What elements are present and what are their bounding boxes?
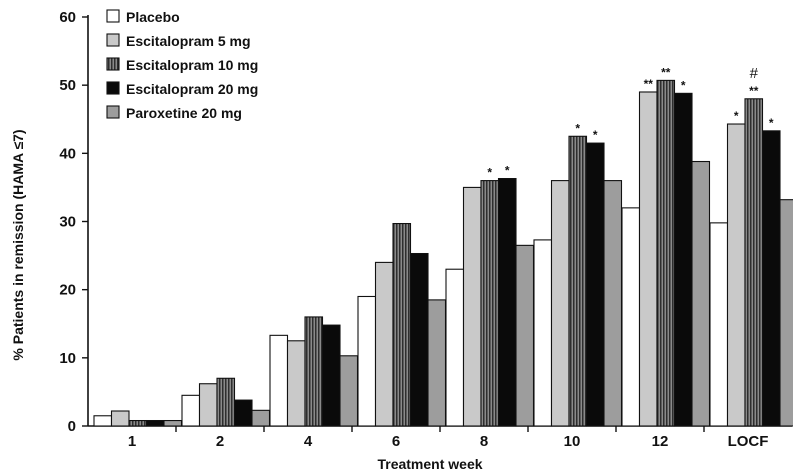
legend-swatch [106,9,120,23]
y-tick-label: 20 [59,282,76,299]
legend-swatch [106,57,120,71]
x-tick-label: 2 [216,433,224,450]
y-tick-label: 0 [68,418,76,435]
bar [233,399,253,427]
bar [462,186,482,427]
significance-marker: * [505,164,510,178]
bar [709,222,729,427]
bar [621,207,641,427]
x-tick-label: 12 [652,433,669,450]
legend-swatch [106,105,120,119]
x-tick-label: 1 [128,433,136,450]
bar [145,419,165,427]
y-tick-label: 30 [59,214,76,231]
legend: Placebo Escitalopram 5 mg Escitalopram 10 … [106,9,258,121]
x-axis-label: Treatment week [377,456,482,472]
bar [110,410,130,427]
significance-marker: * [734,109,739,123]
bar [357,295,377,427]
bar [779,199,793,427]
bar [497,178,517,427]
bar [216,377,236,427]
bar [550,180,570,427]
bar [128,419,148,427]
bar [726,123,746,427]
bar [304,316,324,427]
bar [480,180,500,427]
bar [198,383,218,427]
legend-swatch [106,81,120,95]
bar [533,239,553,427]
bar [374,261,394,427]
bar [251,409,271,427]
y-tick-label: 40 [59,145,76,162]
legend-label: Escitalopram 10 mg [126,57,258,73]
legend-label: Placebo [126,9,180,25]
y-tick-label: 50 [59,77,76,94]
bar [392,222,412,427]
bar [638,91,658,427]
y-tick-label: 60 [59,9,76,26]
legend-label: Escitalopram 5 mg [126,33,251,49]
x-tick-label: 10 [564,433,581,450]
bar [761,130,781,427]
significance-marker: ** [661,65,671,79]
bar [515,244,535,427]
x-tick-label: 8 [480,433,488,450]
significance-markers: *********#**** [487,65,774,180]
bar [427,299,447,427]
significance-marker: ** [644,77,654,91]
bar [568,135,588,427]
significance-marker: ** [749,84,759,98]
x-tick-label: 4 [304,433,313,450]
legend-label: Escitalopram 20 mg [126,81,258,97]
bar [269,334,289,427]
bar [691,160,711,427]
bar [339,355,359,427]
x-tick-label: LOCF [728,433,769,450]
bar [656,79,676,427]
significance-marker: * [769,116,774,130]
bar [181,394,201,427]
bars [93,79,793,427]
significance-marker: * [593,128,598,142]
bar [673,92,693,427]
bar [286,340,306,427]
bar [93,415,113,427]
significance-marker: * [487,166,492,180]
y-tick-label: 10 [59,350,76,367]
bar [585,142,605,427]
legend-swatch [106,33,120,47]
significance-marker-hash: # [750,65,759,82]
x-tick-label: 6 [392,433,400,450]
bar [445,268,465,427]
y-axis-label: % Patients in remission (HAMA ≤7) [10,129,26,360]
bar [321,324,341,427]
significance-marker: * [681,78,686,92]
legend-label: Paroxetine 20 mg [126,105,242,121]
bar [603,180,623,427]
significance-marker: * [575,121,580,135]
bar [744,98,764,427]
bar [163,419,183,427]
bar [409,252,429,427]
